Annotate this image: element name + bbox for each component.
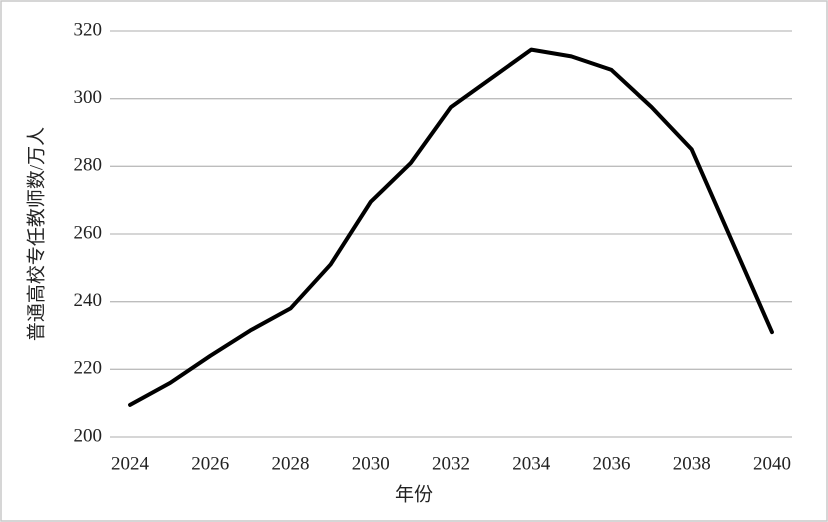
x-tick-label: 2024 bbox=[111, 453, 150, 474]
x-tick-label: 2038 bbox=[673, 453, 711, 474]
x-tick-label: 2026 bbox=[191, 453, 229, 474]
x-axis-label: 年份 bbox=[395, 483, 433, 505]
x-tick-label: 2034 bbox=[512, 453, 551, 474]
data-line bbox=[128, 47, 774, 407]
x-tick-label: 2028 bbox=[272, 453, 310, 474]
y-axis-label: 普通高校专任教师数/万人 bbox=[25, 127, 47, 341]
y-tick-label: 240 bbox=[74, 290, 103, 311]
y-tick-label: 320 bbox=[74, 19, 103, 40]
y-tick-label: 300 bbox=[74, 87, 103, 108]
y-tick-label: 220 bbox=[74, 358, 103, 379]
y-tick-label: 260 bbox=[74, 222, 103, 243]
x-tick-label: 2030 bbox=[352, 453, 390, 474]
x-tick-label: 2036 bbox=[592, 453, 630, 474]
x-tick-label: 2032 bbox=[432, 453, 470, 474]
y-tick-label: 200 bbox=[74, 425, 103, 446]
y-tick-label: 280 bbox=[74, 155, 103, 176]
x-tick-label: 2040 bbox=[753, 453, 791, 474]
